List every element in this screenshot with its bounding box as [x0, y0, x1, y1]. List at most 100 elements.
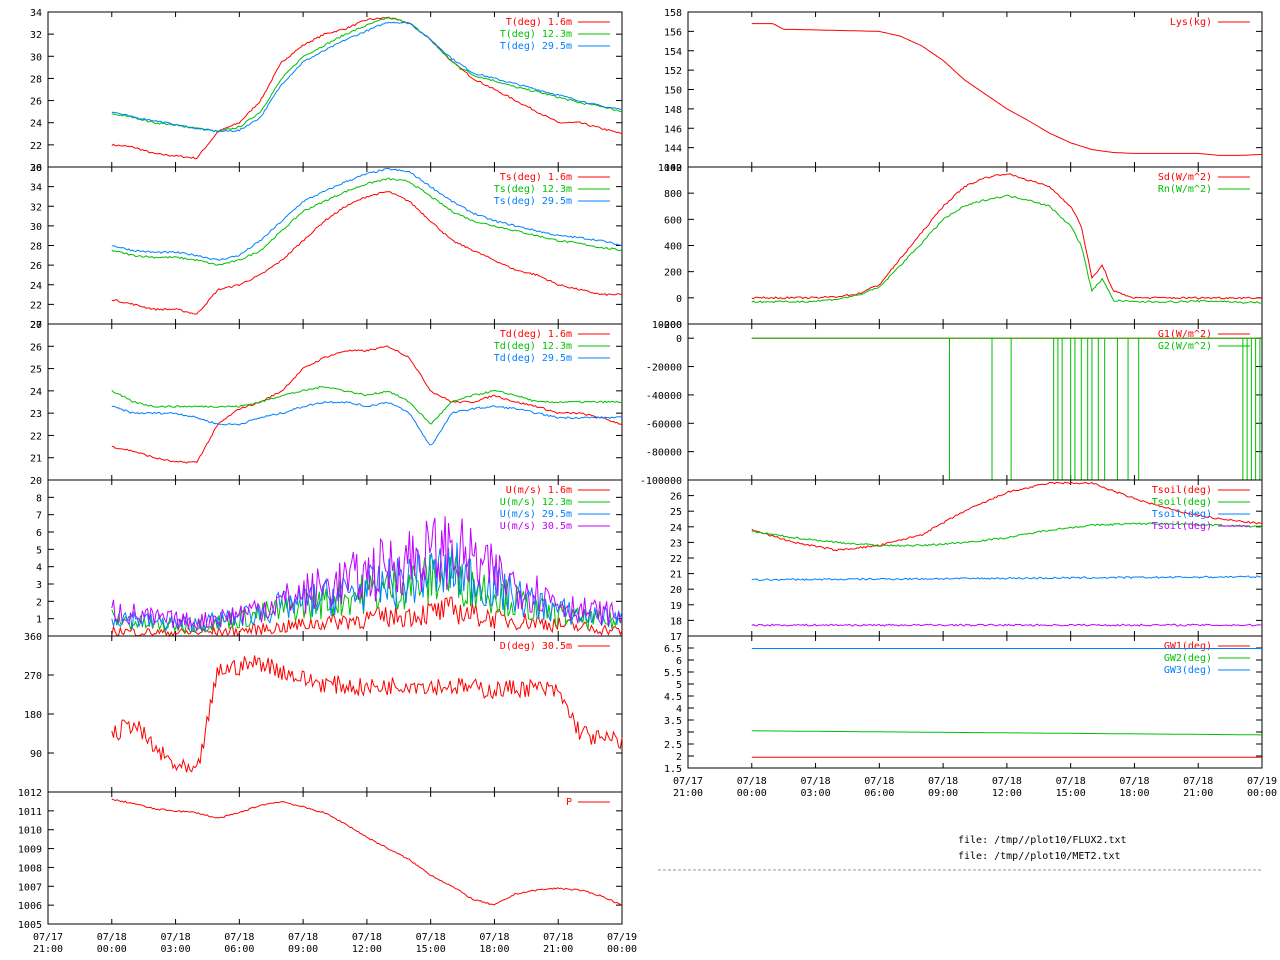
y-tick-label: 6.5	[664, 644, 682, 655]
legend-label: T(deg) 29.5m	[500, 41, 572, 52]
y-tick-label: 4.5	[664, 692, 682, 703]
panel-tsoil: 17181920212223242526Tsoil(deg)Tsoil(deg)…	[670, 479, 1263, 643]
y-tick-label: 32	[30, 30, 42, 41]
y-tick-label: 4	[36, 563, 42, 574]
y-tick-label: 25	[30, 365, 42, 376]
y-tick-label: 200	[664, 268, 682, 279]
panel-u: 1 2 3 4 5 6 7 8 U(m/s) 1.6mU(m/s) 12.3mU(m/s) 29…	[36, 479, 623, 638]
panel-frame	[687, 635, 1263, 769]
legend-label: Td(deg) 29.5m	[494, 353, 572, 364]
y-tick-label: 26	[30, 342, 42, 353]
y-tick-label: -40000	[646, 391, 682, 402]
x-tick-label-date: 07/18	[1056, 776, 1086, 787]
y-tick-label: 0	[676, 334, 682, 345]
y-tick-label: 28	[30, 74, 42, 85]
series-line-td-2	[111, 400, 623, 446]
legend-label: Sd(W/m^2)	[1158, 172, 1212, 183]
x-tick-label-date: 07/18	[288, 932, 318, 943]
y-tick-label: 5	[36, 545, 42, 556]
legend-label: Rn(W/m^2)	[1158, 184, 1212, 195]
series-line-lys-0	[751, 23, 1263, 156]
y-tick-label: 34	[30, 8, 42, 19]
legend-label: Td(deg) 1.6m	[500, 329, 572, 340]
y-tick-label: 24	[670, 523, 682, 534]
y-tick-label: 150	[664, 86, 682, 97]
series-line-td-1	[111, 385, 623, 425]
y-tick-label: 27	[30, 320, 42, 331]
y-tick-label: 19	[670, 601, 682, 612]
y-tick-label: 144	[664, 144, 682, 155]
series-line-ts-0	[111, 191, 622, 315]
y-tick-label: 21	[670, 570, 682, 581]
legend-label: G1(W/m^2)	[1158, 329, 1212, 340]
x-tick-label-time: 15:00	[416, 944, 446, 955]
y-tick-label: -20000	[646, 363, 682, 374]
x-tick-label-time: 06:00	[864, 788, 894, 799]
legend-label: Tsoil(deg)	[1152, 485, 1212, 496]
y-tick-label: 20	[30, 476, 42, 487]
y-tick-label: 22	[30, 431, 42, 442]
x-tick-label-time: 21:00	[1183, 788, 1213, 799]
y-tick-label: 8	[36, 493, 42, 504]
y-tick-label: 1.5	[664, 764, 682, 775]
series-line-t-1	[111, 16, 623, 133]
legend-label: U(m/s) 12.3m	[500, 497, 572, 508]
x-tick-label-time: 18:00	[479, 944, 509, 955]
x-tick-label-time: 21:00	[33, 944, 63, 955]
series-line-ts-2	[111, 167, 623, 261]
panel-d: 90 180 270 360 D(deg) 30.5m	[24, 632, 623, 793]
x-tick-label-date: 07/18	[224, 932, 254, 943]
legend-label: U(m/s) 30.5m	[500, 521, 572, 532]
y-tick-label: -200	[658, 320, 682, 331]
x-tick-label-date: 07/18	[801, 776, 831, 787]
y-tick-label: 30	[30, 222, 42, 233]
y-tick-label: 24	[30, 281, 42, 292]
y-tick-label: 2	[676, 752, 682, 763]
y-tick-label: 270	[24, 671, 42, 682]
series-line-t-0	[111, 16, 623, 160]
y-tick-label: 1000	[658, 163, 682, 174]
series-line-sd-0	[751, 173, 1263, 300]
y-tick-label: 23	[670, 538, 682, 549]
series-line-tsoil-2	[751, 575, 1263, 582]
legend-label: Ts(deg) 12.3m	[494, 184, 572, 195]
series-line-u-2	[111, 542, 623, 634]
y-tick-label: 2.5	[664, 740, 682, 751]
legend-label: Ts(deg) 1.6m	[500, 172, 572, 183]
x-tick-label-time: 21:00	[673, 788, 703, 799]
x-tick-label-time: 12:00	[992, 788, 1022, 799]
x-tick-label-date: 07/17	[33, 932, 63, 943]
y-tick-label: 34	[30, 183, 42, 194]
legend-label: Lys(kg)	[1170, 17, 1212, 28]
y-tick-label: 152	[664, 66, 682, 77]
legend-label: T(deg) 1.6m	[506, 17, 572, 28]
y-tick-label: 148	[664, 105, 682, 116]
y-tick-label: 1008	[18, 863, 42, 874]
legend-label: T(deg) 12.3m	[500, 29, 572, 40]
y-tick-label: 154	[664, 47, 682, 58]
panel-g: -100000 -80000 -60000 -40000 -20000 0 10000 G1(…	[640, 320, 1263, 487]
y-tick-label: 5	[676, 680, 682, 691]
x-tick-label-date: 07/18	[352, 932, 382, 943]
legend-label: U(m/s) 29.5m	[500, 509, 572, 520]
y-tick-label: 24	[30, 119, 42, 130]
legend-label: GW2(deg)	[1164, 653, 1212, 664]
y-tick-label: 600	[664, 215, 682, 226]
y-tick-label: 400	[664, 242, 682, 253]
y-tick-label: 1007	[18, 882, 42, 893]
y-tick-label: 20	[670, 585, 682, 596]
legend-label: U(m/s) 1.6m	[506, 485, 572, 496]
x-tick-label-time: 00:00	[607, 944, 637, 955]
y-tick-label: 22	[670, 554, 682, 565]
y-tick-label: 7	[36, 511, 42, 522]
y-tick-label: 10000	[652, 320, 682, 331]
y-tick-label: -80000	[646, 448, 682, 459]
y-tick-label: -100000	[640, 476, 682, 487]
panel-frame	[47, 791, 623, 925]
x-tick-label-time: 15:00	[1056, 788, 1086, 799]
x-tick-label-time: 21:00	[543, 944, 573, 955]
series-line-ts-1	[111, 177, 623, 266]
x-tick-label-date: 07/18	[1183, 776, 1213, 787]
y-tick-label: 22	[30, 300, 42, 311]
footer-file-2: file: /tmp//plot10/MET2.txt	[958, 851, 1121, 862]
